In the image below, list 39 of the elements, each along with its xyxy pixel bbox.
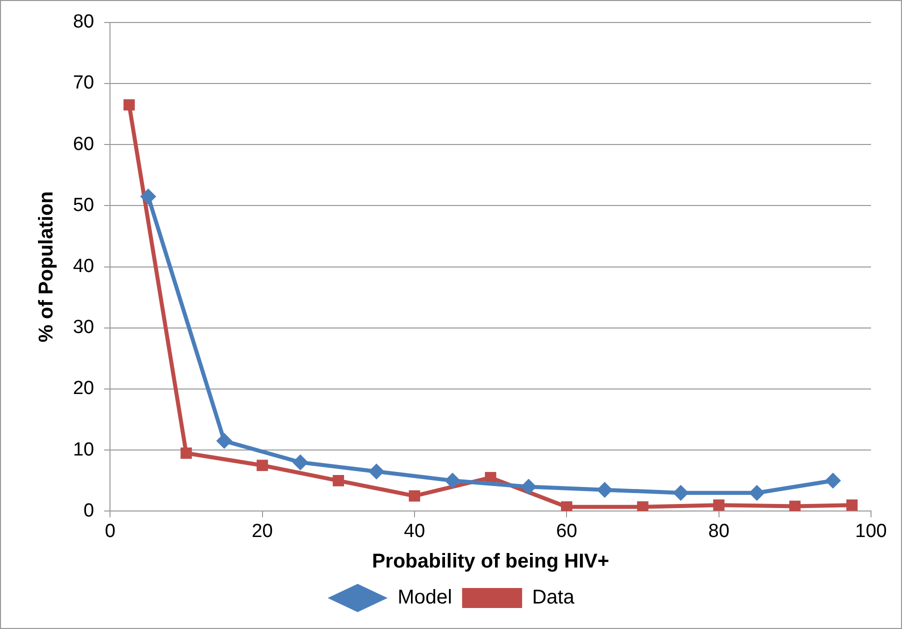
legend-label: Data bbox=[532, 586, 576, 609]
point bbox=[789, 500, 801, 512]
point bbox=[596, 482, 613, 498]
point bbox=[444, 472, 461, 489]
point bbox=[180, 448, 192, 459]
point bbox=[846, 499, 858, 511]
legend-label: Model bbox=[398, 586, 452, 609]
point bbox=[713, 499, 724, 511]
x-tick-label: 80 bbox=[708, 520, 730, 542]
x-tick-label: 0 bbox=[104, 520, 116, 542]
point bbox=[672, 484, 689, 501]
y-tick-label: 50 bbox=[72, 194, 94, 216]
point bbox=[216, 432, 232, 449]
point bbox=[124, 99, 135, 111]
point bbox=[560, 501, 572, 512]
y-tick-label: 80 bbox=[72, 12, 94, 33]
point bbox=[140, 188, 156, 205]
point bbox=[824, 472, 841, 489]
x-tick-label: 40 bbox=[404, 520, 426, 542]
y-tick-label: 20 bbox=[72, 378, 94, 400]
point bbox=[520, 478, 537, 495]
y-tick-label: 30 bbox=[72, 317, 94, 338]
x-axis-title: Probability of being HIV+ bbox=[372, 550, 610, 573]
point bbox=[748, 484, 765, 501]
point bbox=[368, 463, 384, 480]
y-tick-label: 70 bbox=[72, 72, 94, 94]
x-tick-label: 20 bbox=[252, 520, 273, 542]
point bbox=[256, 460, 268, 472]
y-tick-label: 60 bbox=[72, 134, 94, 155]
y-tick-label: 10 bbox=[72, 439, 94, 460]
y-axis-title: % of Population bbox=[36, 191, 58, 342]
point bbox=[292, 454, 308, 470]
point bbox=[332, 474, 344, 486]
x-tick-label: 100 bbox=[855, 520, 887, 542]
point bbox=[637, 501, 648, 512]
x-tick-label: 60 bbox=[556, 520, 578, 542]
point bbox=[408, 490, 420, 502]
y-tick-label: 0 bbox=[84, 500, 94, 522]
y-tick-label: 40 bbox=[72, 256, 94, 278]
